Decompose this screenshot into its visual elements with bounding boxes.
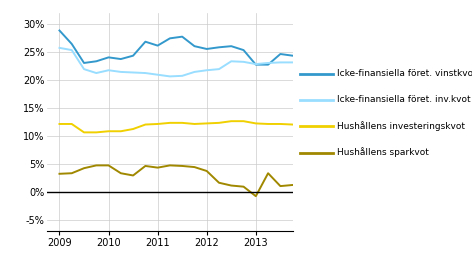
Text: Hushållens sparkvot: Hushållens sparkvot (337, 148, 430, 158)
Text: Icke-finansiella föret. vinstkvot: Icke-finansiella föret. vinstkvot (337, 69, 472, 78)
Text: Hushållens investeringskvot: Hushållens investeringskvot (337, 121, 465, 131)
Text: Icke-finansiella föret. inv.kvot: Icke-finansiella föret. inv.kvot (337, 95, 471, 104)
